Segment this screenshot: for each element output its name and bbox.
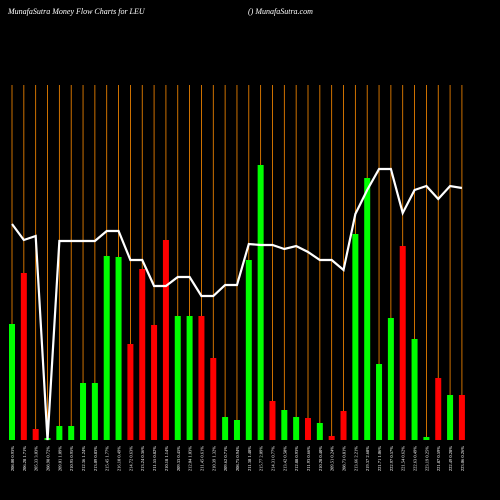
bar <box>151 325 158 440</box>
bar <box>316 423 323 440</box>
x-tick-label: 222.97 0.57% <box>389 446 394 471</box>
bar <box>376 364 383 440</box>
x-tick-label: 205.33 3.03% <box>34 446 39 471</box>
bar <box>103 256 110 440</box>
bar <box>293 417 300 440</box>
x-tick-label: 223.19 0.25% <box>424 446 429 471</box>
x-tick-label: 209.62 0.71% <box>223 446 228 471</box>
bar <box>423 437 430 440</box>
x-tick-label: 219.37 2.68% <box>365 446 370 471</box>
bar <box>269 401 276 440</box>
x-tick-label: 210.18 1.14% <box>164 446 169 471</box>
money-flow-line <box>11 167 463 441</box>
x-tick-label: 214.72 0.63% <box>128 446 133 471</box>
bar <box>68 426 75 440</box>
bar <box>399 246 406 440</box>
bar <box>20 273 27 440</box>
bar <box>56 426 63 440</box>
bar <box>257 165 264 440</box>
x-tick-label: 210.95 0.95% <box>69 446 74 471</box>
x-tick-label: 209.51 0.24% <box>330 446 335 471</box>
x-tick-label: 211.93 0.66% <box>306 446 311 471</box>
bar <box>435 378 442 440</box>
x-tick-label: 209.33 0.45% <box>176 446 181 471</box>
bar <box>162 240 169 440</box>
x-tick-label: 208.00 0.93% <box>10 446 15 471</box>
bar <box>328 436 335 440</box>
bar <box>80 383 87 440</box>
bar <box>222 417 229 440</box>
x-tick-label: 206.28 1.71% <box>22 446 27 471</box>
x-tick-label: 214.31 0.77% <box>270 446 275 471</box>
bar <box>210 358 217 440</box>
x-tick-label: 216.10 0.49% <box>117 446 122 471</box>
x-tick-label: 211.38 1.48% <box>247 446 252 471</box>
bar <box>32 429 39 440</box>
x-tick-label: 209.01 1.09% <box>57 446 62 471</box>
bar <box>115 257 122 440</box>
bar <box>245 260 252 440</box>
x-tick-label: 212.36 1.24% <box>81 446 86 471</box>
x-tick-label: 212.04 1.03% <box>188 446 193 471</box>
bar <box>174 316 181 440</box>
x-tick-label: 213.09 0.83% <box>93 446 98 471</box>
bar <box>127 344 134 440</box>
x-tick-label: 215.45 1.77% <box>105 446 110 471</box>
x-tick-label: 208.75 0.94% <box>235 446 240 471</box>
bar <box>340 411 347 440</box>
x-tick-label: 211.45 0.61% <box>199 446 204 471</box>
bar <box>281 410 288 440</box>
x-tick-label: 221.87 0.59% <box>436 446 441 471</box>
x-tick-label: 221.71 1.06% <box>377 446 382 471</box>
x-tick-label: 223.06 0.26% <box>460 446 465 471</box>
x-tick-label: 210.39 1.32% <box>211 446 216 471</box>
x-tick-label: 211.55 0.82% <box>152 446 157 471</box>
x-tick-label: 208.98 0.72% <box>46 446 51 471</box>
chart-title: MunafaSutra Money Flow Charts for LEU <box>7 7 146 16</box>
x-tick-label: 213.66 2.21% <box>353 446 358 471</box>
bar <box>198 316 205 440</box>
bar <box>387 318 394 440</box>
bar <box>9 324 15 440</box>
x-tick-label: 222.49 0.28% <box>448 446 453 471</box>
chart-subtitle: () MunafaSutra.com <box>248 7 313 16</box>
bar <box>139 269 146 440</box>
bar <box>458 395 465 440</box>
x-tick-label: 222.63 0.49% <box>413 446 418 471</box>
bar <box>305 418 311 440</box>
x-tick-label: 208.73 0.81% <box>342 446 347 471</box>
bar <box>91 383 98 440</box>
bar <box>447 395 454 440</box>
x-tick-label: 213.24 0.36% <box>140 446 145 471</box>
bar <box>364 178 371 440</box>
x-tick-label: 213.42 0.58% <box>282 446 287 471</box>
x-tick-label: 215.77 2.09% <box>259 446 264 471</box>
bar <box>186 316 193 440</box>
x-tick-label: 221.54 0.62% <box>401 446 406 471</box>
bar <box>233 420 240 440</box>
x-tick-label: 212.88 0.93% <box>294 446 299 471</box>
bar <box>352 234 359 440</box>
x-tick-label: 210.28 0.40% <box>318 446 323 471</box>
bar <box>411 339 418 440</box>
